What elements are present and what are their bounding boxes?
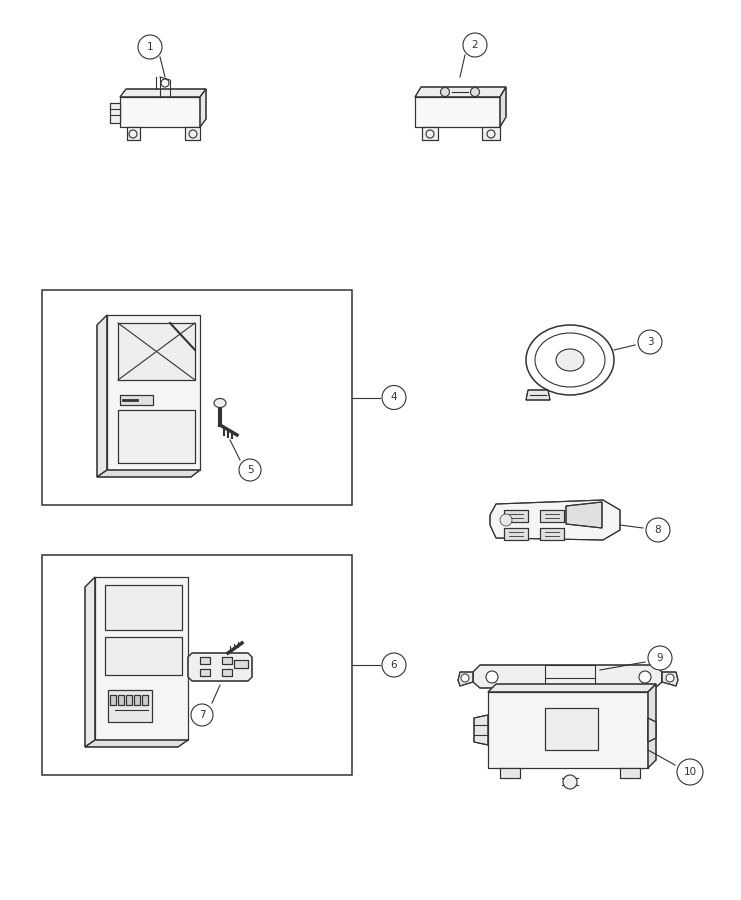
Polygon shape	[105, 637, 182, 675]
Polygon shape	[566, 502, 602, 528]
Polygon shape	[662, 672, 678, 686]
Polygon shape	[134, 695, 140, 705]
Circle shape	[646, 518, 670, 542]
Polygon shape	[107, 315, 200, 470]
Text: 2: 2	[472, 40, 478, 50]
Text: 3: 3	[647, 337, 654, 347]
Circle shape	[500, 514, 512, 526]
Circle shape	[382, 653, 406, 677]
Circle shape	[648, 646, 672, 670]
Polygon shape	[482, 127, 500, 140]
Polygon shape	[188, 653, 252, 681]
Polygon shape	[504, 528, 528, 540]
Text: 7: 7	[199, 710, 205, 720]
Polygon shape	[540, 528, 564, 540]
Polygon shape	[526, 390, 550, 400]
Polygon shape	[500, 768, 520, 778]
Polygon shape	[120, 97, 200, 127]
Polygon shape	[540, 510, 564, 522]
Circle shape	[239, 459, 261, 481]
Polygon shape	[222, 669, 232, 676]
Polygon shape	[222, 657, 232, 664]
Polygon shape	[620, 768, 640, 778]
Polygon shape	[415, 97, 500, 127]
Text: 6: 6	[391, 660, 397, 670]
Polygon shape	[488, 684, 656, 692]
Polygon shape	[234, 660, 248, 668]
Ellipse shape	[556, 349, 584, 371]
Text: 4: 4	[391, 392, 397, 402]
Polygon shape	[85, 740, 188, 747]
Polygon shape	[97, 470, 200, 477]
Circle shape	[639, 671, 651, 683]
Polygon shape	[648, 718, 656, 742]
Polygon shape	[97, 315, 107, 477]
Polygon shape	[120, 395, 153, 405]
Circle shape	[666, 674, 674, 682]
Polygon shape	[118, 410, 195, 463]
Ellipse shape	[214, 399, 226, 408]
Text: 8: 8	[655, 525, 661, 535]
Circle shape	[138, 35, 162, 59]
Circle shape	[382, 385, 406, 410]
Polygon shape	[108, 690, 152, 722]
Polygon shape	[110, 103, 120, 123]
Polygon shape	[200, 669, 210, 676]
Circle shape	[677, 759, 703, 785]
Polygon shape	[127, 127, 140, 140]
Polygon shape	[118, 695, 124, 705]
Polygon shape	[490, 500, 620, 540]
Polygon shape	[85, 577, 95, 747]
Polygon shape	[185, 127, 200, 140]
Polygon shape	[545, 708, 598, 750]
Polygon shape	[142, 695, 148, 705]
Ellipse shape	[526, 325, 614, 395]
Bar	[42, 555, 352, 775]
Bar	[42, 290, 352, 505]
Circle shape	[563, 775, 577, 789]
Ellipse shape	[535, 333, 605, 387]
Circle shape	[461, 674, 469, 682]
Polygon shape	[415, 87, 506, 97]
Polygon shape	[118, 323, 195, 380]
Polygon shape	[458, 672, 473, 686]
Polygon shape	[488, 692, 648, 768]
Text: 5: 5	[247, 465, 253, 475]
Polygon shape	[110, 695, 116, 705]
Polygon shape	[473, 665, 662, 688]
Polygon shape	[648, 684, 656, 768]
Text: 1: 1	[147, 42, 153, 52]
Polygon shape	[200, 657, 210, 664]
Polygon shape	[504, 510, 528, 522]
Circle shape	[471, 87, 479, 96]
Text: 9: 9	[657, 653, 663, 663]
Polygon shape	[105, 585, 182, 630]
Polygon shape	[422, 127, 438, 140]
Polygon shape	[95, 577, 188, 740]
Circle shape	[486, 671, 498, 683]
Circle shape	[191, 704, 213, 726]
Circle shape	[638, 330, 662, 354]
Polygon shape	[474, 715, 488, 745]
Polygon shape	[120, 89, 206, 97]
Circle shape	[463, 33, 487, 57]
Circle shape	[440, 87, 450, 96]
Polygon shape	[126, 695, 132, 705]
Text: 10: 10	[683, 767, 697, 777]
Polygon shape	[200, 89, 206, 127]
Polygon shape	[500, 87, 506, 127]
